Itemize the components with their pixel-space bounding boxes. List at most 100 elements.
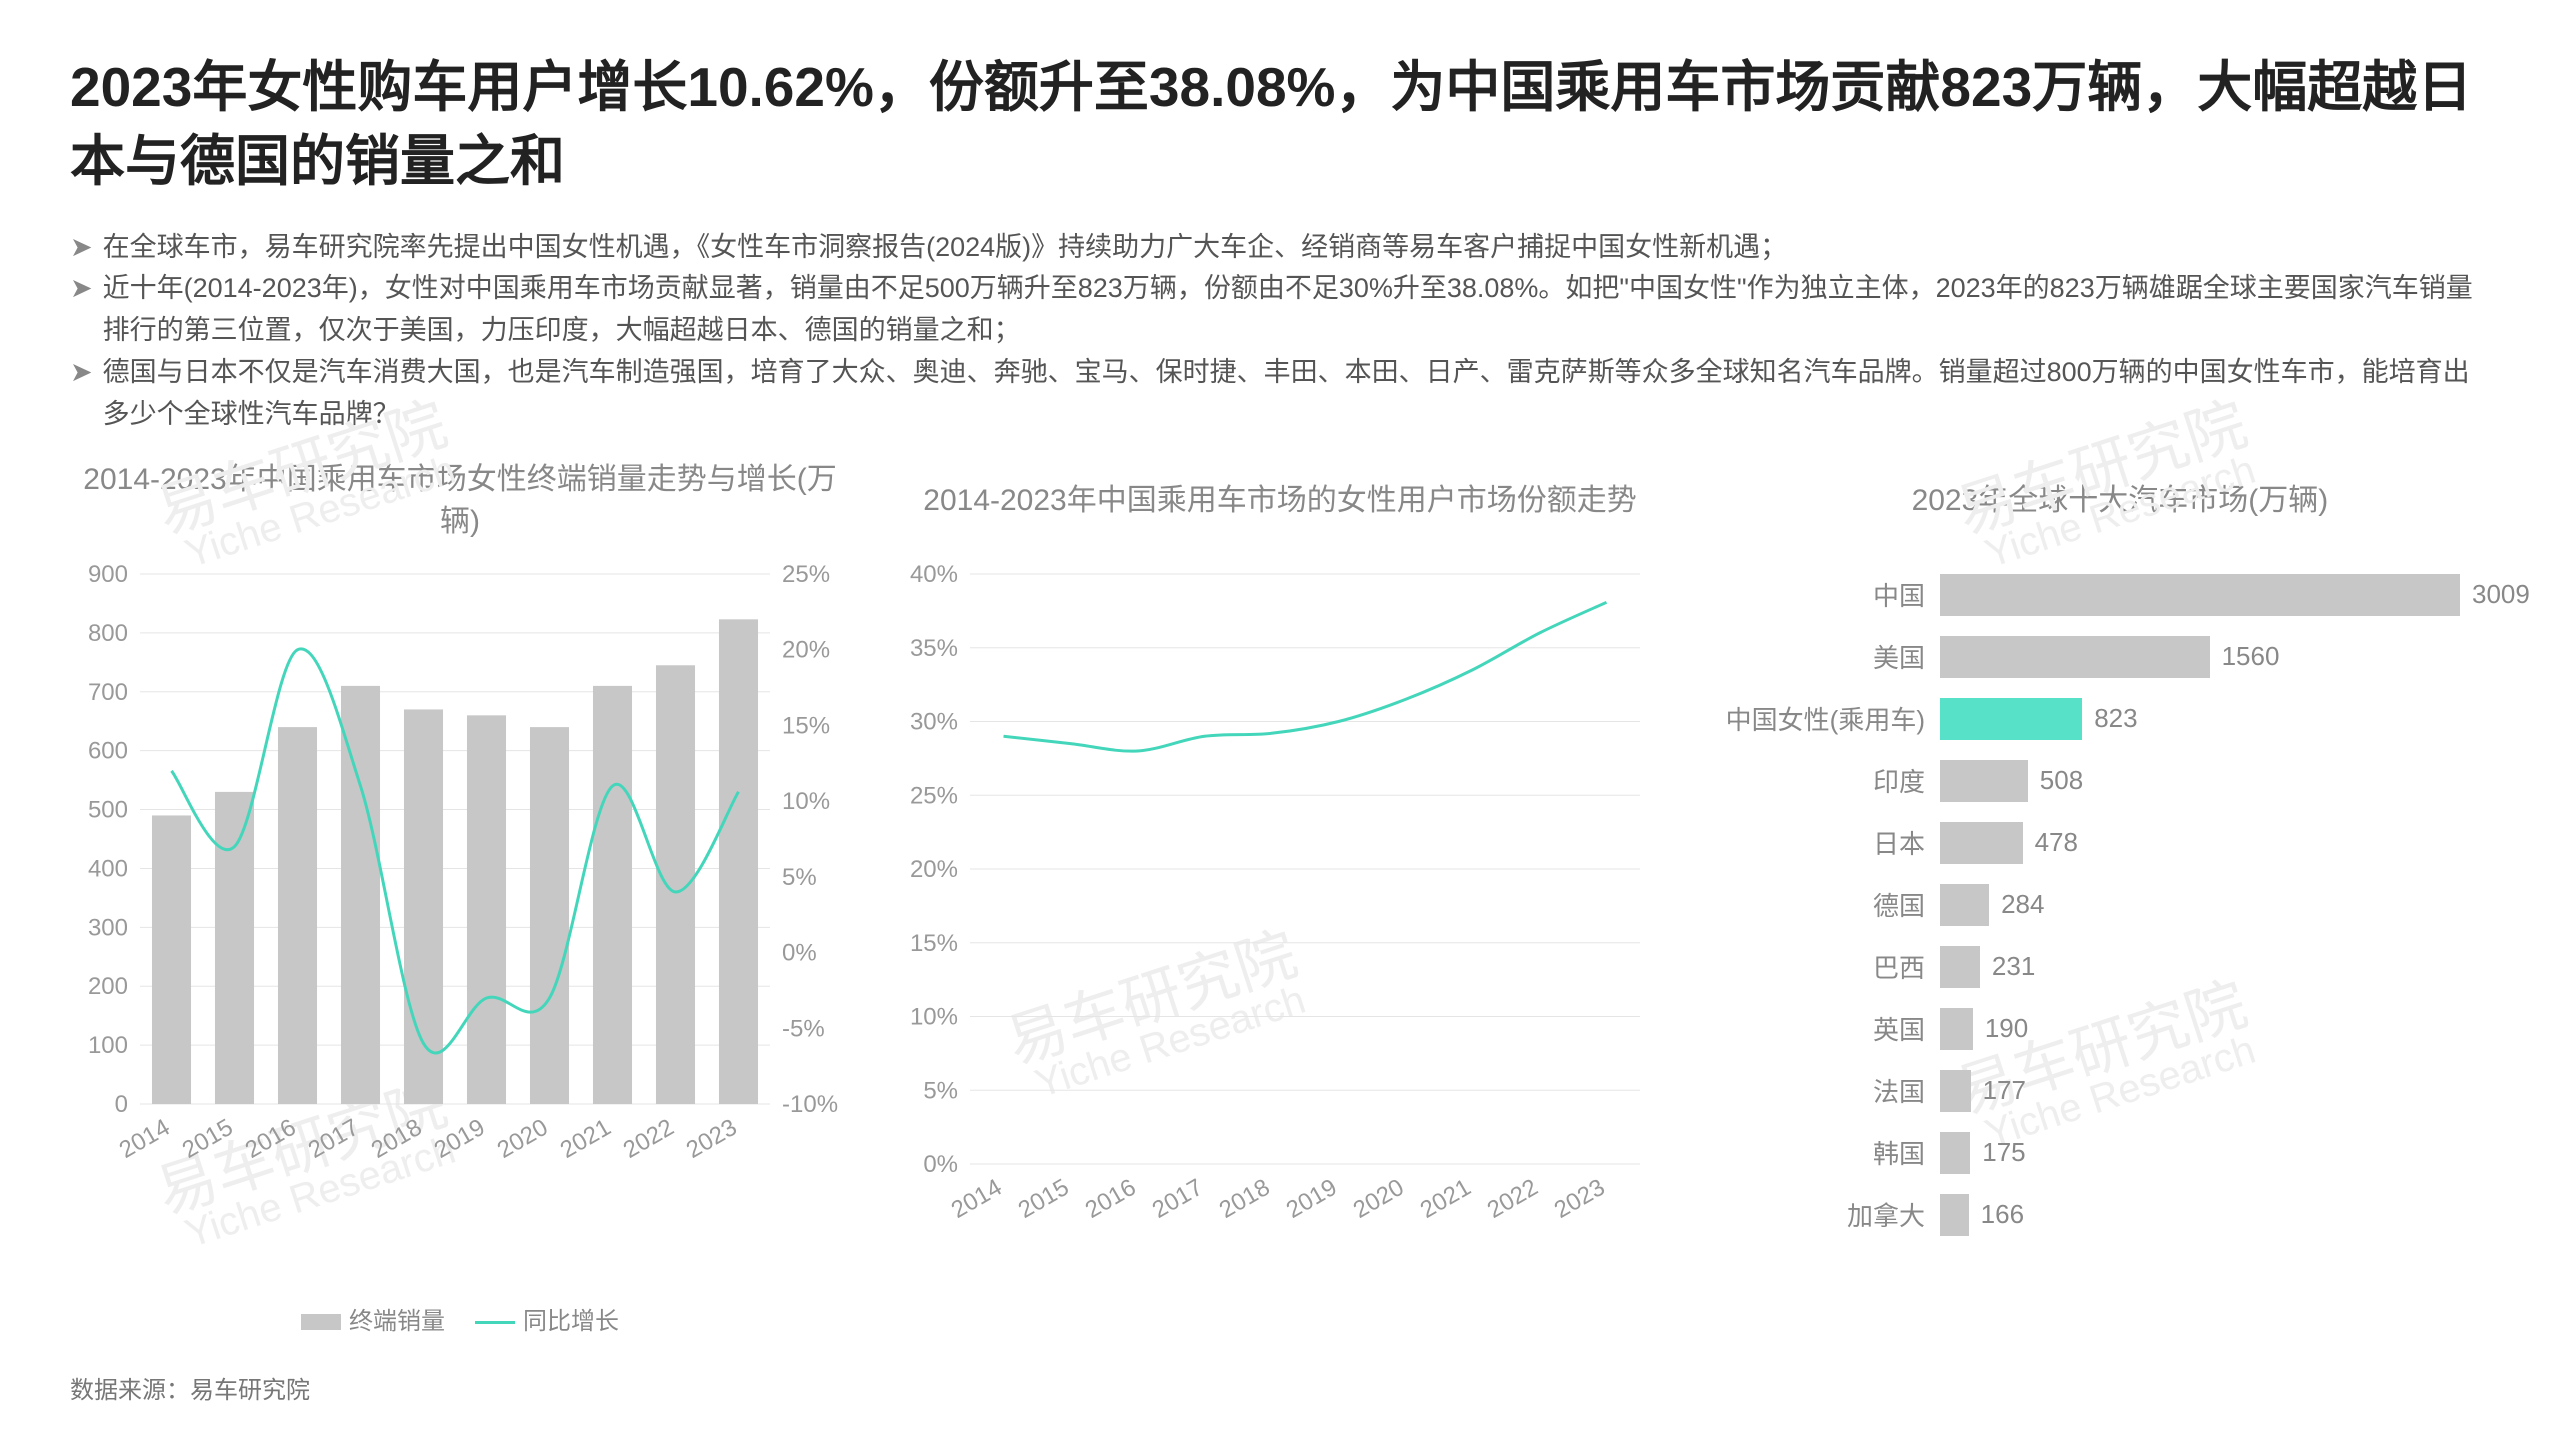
hbar-bar [1940,1008,1973,1050]
hbar-row: 中国 3009 [1710,564,2530,626]
hbar-bar [1940,574,2460,616]
svg-text:200: 200 [88,973,128,1000]
svg-text:15%: 15% [782,712,830,739]
hbar-row: 韩国 175 [1710,1122,2530,1184]
chart2-plot: 0%5%10%15%20%25%30%35%40%201420152016201… [890,564,1670,1336]
svg-text:2022: 2022 [619,1114,679,1164]
hbar-row: 英国 190 [1710,998,2530,1060]
svg-text:25%: 25% [910,782,958,809]
svg-text:-10%: -10% [782,1091,838,1118]
hbar-label: 中国 [1710,576,1940,613]
bullet-row: ➤近十年(2014-2023年)，女性对中国乘用车市场贡献显著，销量由不足500… [70,268,2490,352]
svg-text:30%: 30% [910,708,958,735]
svg-text:2018: 2018 [1215,1174,1275,1224]
hbar-row: 加拿大 166 [1710,1184,2530,1246]
svg-text:700: 700 [88,678,128,705]
page-title: 2023年女性购车用户增长10.62%，份额升至38.08%，为中国乘用车市场贡… [70,50,2490,199]
legend-bar-label: 终端销量 [349,1308,445,1335]
svg-text:2018: 2018 [367,1114,427,1164]
charts-row: 2014-2023年中国乘用车市场女性终端销量走势与增长(万辆) 0100200… [70,456,2490,1336]
svg-text:20%: 20% [782,636,830,663]
hbar-row: 德国284 [1710,874,2530,936]
svg-text:2016: 2016 [1081,1174,1141,1224]
hbar-value: 175 [1982,1137,2025,1168]
hbar-bar [1940,946,1980,988]
chart1-plot: 0100200300400500600700800900-10%-5%0%5%1… [70,564,850,1231]
svg-text:40%: 40% [910,564,958,588]
svg-text:2017: 2017 [1148,1174,1208,1224]
hbar-bar [1940,1132,1970,1174]
svg-text:300: 300 [88,914,128,941]
svg-text:5%: 5% [782,864,817,891]
chart2-title: 2014-2023年中国乘用车市场的女性用户市场份额走势 [890,456,1670,546]
svg-text:2020: 2020 [1349,1174,1409,1224]
svg-text:2016: 2016 [241,1114,301,1164]
svg-text:10%: 10% [782,788,830,815]
hbar-bar [1940,698,2082,740]
hbar-label: 加拿大 [1710,1196,1940,1233]
svg-text:2020: 2020 [493,1114,553,1164]
legend-line-label: 同比增长 [523,1308,619,1335]
bullet-text: 在全球车市，易车研究院率先提出中国女性机遇，《女性车市洞察报告(2024版)》持… [103,227,1788,269]
svg-text:5%: 5% [923,1077,958,1104]
hbar-label: 法国 [1710,1072,1940,1109]
svg-text:2021: 2021 [556,1114,616,1164]
hbar-value: 166 [1981,1199,2024,1230]
hbar-label: 中国女性(乘用车) [1710,700,1940,737]
svg-text:500: 500 [88,796,128,823]
hbar-label: 美国 [1710,638,1940,675]
svg-text:15%: 15% [910,929,958,956]
hbar-bar [1940,636,2210,678]
chart3-title: 2023年全球十大汽车市场(万辆) [1710,456,2530,546]
hbar-value: 284 [2001,889,2044,920]
svg-text:2022: 2022 [1483,1174,1543,1224]
hbar-value: 190 [1985,1013,2028,1044]
svg-text:0%: 0% [923,1151,958,1178]
hbar-row: 巴西 231 [1710,936,2530,998]
svg-text:600: 600 [88,737,128,764]
svg-text:25%: 25% [782,564,830,588]
svg-text:2023: 2023 [682,1114,742,1164]
chart1-title: 2014-2023年中国乘用车市场女性终端销量走势与增长(万辆) [70,456,850,546]
svg-text:10%: 10% [910,1003,958,1030]
svg-text:20%: 20% [910,856,958,883]
bullet-arrow-icon: ➤ [70,352,93,436]
chart2-svg: 0%5%10%15%20%25%30%35%40%201420152016201… [890,564,1670,1224]
hbar-row: 美国1560 [1710,626,2530,688]
chart1-svg: 0100200300400500600700800900-10%-5%0%5%1… [70,564,850,1164]
hbar-value: 823 [2094,703,2137,734]
svg-text:2014: 2014 [115,1114,175,1164]
hbar-row: 中国女性(乘用车) 823 [1710,688,2530,750]
svg-text:35%: 35% [910,634,958,661]
hbar-value: 231 [1992,951,2035,982]
hbar-bar [1940,822,2023,864]
hbar-value: 177 [1983,1075,2026,1106]
bullet-row: ➤德国与日本不仅是汽车消费大国，也是汽车制造强国，培育了大众、奥迪、奔驰、宝马、… [70,352,2490,436]
chart1-legend: 终端销量 同比增长 [70,1301,850,1336]
svg-text:2015: 2015 [1014,1174,1074,1224]
svg-text:0%: 0% [782,939,817,966]
svg-text:0: 0 [115,1091,128,1118]
svg-text:2021: 2021 [1416,1174,1476,1224]
svg-text:2017: 2017 [304,1114,364,1164]
chart3-bars: 中国3009美国1560中国女性(乘用车)823印度508日本478德国284巴… [1710,564,2530,1246]
svg-text:2019: 2019 [1282,1174,1342,1224]
chart3-plot: 中国3009美国1560中国女性(乘用车)823印度508日本478德国284巴… [1710,564,2530,1336]
svg-text:2023: 2023 [1550,1174,1610,1224]
bullet-list: ➤在全球车市，易车研究院率先提出中国女性机遇，《女性车市洞察报告(2024版)》… [70,227,2490,436]
hbar-bar [1940,760,2028,802]
hbar-label: 英国 [1710,1010,1940,1047]
hbar-row: 日本478 [1710,812,2530,874]
svg-text:2019: 2019 [430,1114,490,1164]
hbar-label: 日本 [1710,824,1940,861]
bullet-arrow-icon: ➤ [70,227,93,269]
bullet-row: ➤在全球车市，易车研究院率先提出中国女性机遇，《女性车市洞察报告(2024版)》… [70,227,2490,269]
svg-text:400: 400 [88,855,128,882]
svg-text:2015: 2015 [178,1114,238,1164]
bullet-text: 德国与日本不仅是汽车消费大国，也是汽车制造强国，培育了大众、奥迪、奔驰、宝马、保… [103,352,2490,436]
hbar-label: 韩国 [1710,1134,1940,1171]
hbar-label: 巴西 [1710,948,1940,985]
hbar-value: 3009 [2472,579,2530,610]
bullet-text: 近十年(2014-2023年)，女性对中国乘用车市场贡献显著，销量由不足500万… [103,268,2490,352]
hbar-bar [1940,1194,1969,1236]
